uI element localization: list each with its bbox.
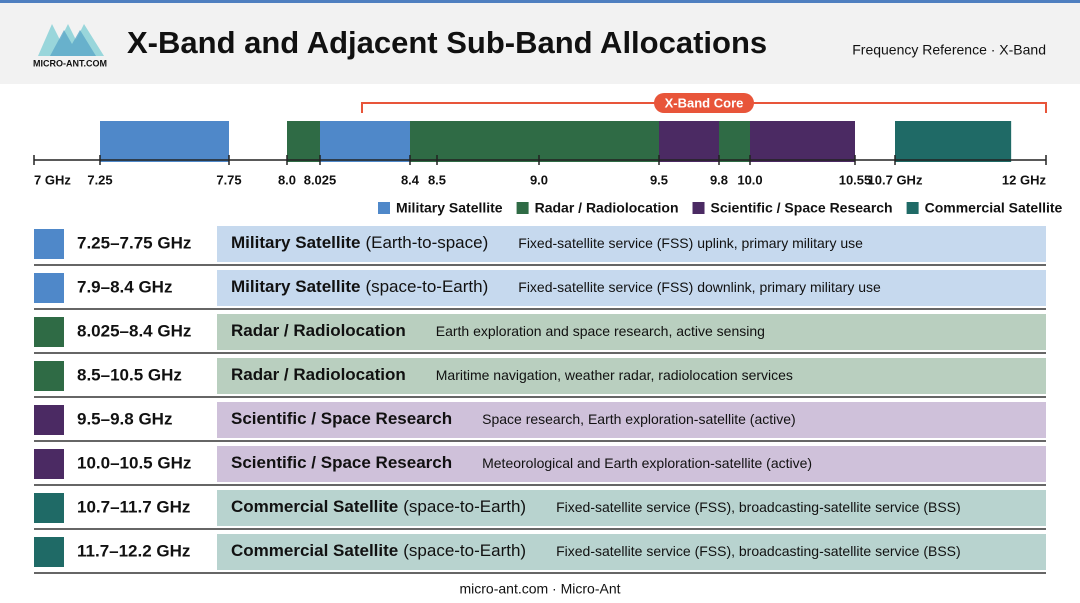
row-service: Radar / Radiolocation Maritime navigation… (231, 365, 793, 384)
legend-swatch (516, 202, 529, 214)
x-tick-label: 10.7 GHz (868, 172, 923, 187)
x-tick-label: 9.8 (710, 172, 728, 187)
row-service: Radar / Radiolocation Earth exploration a… (231, 321, 765, 340)
row-swatch (34, 273, 64, 303)
service-description: Earth exploration and space research, ac… (436, 323, 765, 339)
x-tick-label: 8.0 (278, 172, 296, 187)
row-swatch (34, 493, 64, 523)
service-direction: (space-to-Earth) (403, 541, 526, 560)
service-direction: (space-to-Earth) (365, 277, 488, 296)
row-bg (217, 402, 1046, 438)
row-range: 7.9–8.4 GHz (77, 277, 172, 296)
core-pill (654, 93, 754, 113)
x-tick-label: 10.55 (839, 172, 872, 187)
service-name: Scientific / Space Research (231, 453, 452, 472)
row-swatch (34, 449, 64, 479)
x-tick-label: 8.025 (304, 172, 337, 187)
subtitle: Frequency Reference · X-Band (852, 42, 1046, 58)
service-name: Radar / Radiolocation (231, 321, 406, 340)
x-tick-label: 7.75 (216, 172, 241, 187)
service-name: Commercial Satellite (231, 497, 398, 516)
row-bg (217, 446, 1046, 482)
row-range: 7.25–7.75 GHz (77, 233, 191, 252)
row-bg (217, 314, 1046, 350)
x-tick-label: 9.0 (530, 172, 548, 187)
row-range: 8.5–10.5 GHz (77, 365, 182, 384)
service-direction: (Earth-to-space) (365, 233, 488, 252)
x-tick-label: 10.0 (737, 172, 762, 187)
row-service: Military Satellite (space-to-Earth) Fixed-… (231, 277, 881, 296)
row-swatch (34, 361, 64, 391)
row-bg (217, 534, 1046, 570)
row-service: Commercial Satellite (space-to-Earth) Fixe… (231, 497, 961, 516)
x-tick-label: 7 GHz (34, 172, 71, 187)
row-swatch (34, 537, 64, 567)
row-swatch (34, 405, 64, 435)
service-description: Fixed-satellite service (FSS) uplink, pr… (518, 235, 863, 251)
x-tick-label: 8.4 (401, 172, 420, 187)
service-description: Meteorological and Earth exploration-sat… (482, 455, 812, 471)
service-name: Scientific / Space Research (231, 409, 452, 428)
band-bar (410, 121, 437, 162)
band-bar (895, 121, 1012, 162)
row-bg (217, 226, 1046, 262)
legend-swatch (378, 202, 390, 214)
service-name: Commercial Satellite (231, 541, 398, 560)
x-tick-label: 8.5 (428, 172, 446, 187)
row-range: 10.7–11.7 GHz (77, 497, 190, 516)
legend-label: Radar / Radiolocation (535, 200, 679, 216)
band-bar (100, 121, 229, 162)
service-name: Military Satellite (231, 233, 360, 252)
band-bar (659, 121, 719, 162)
row-range: 9.5–9.8 GHz (77, 409, 172, 428)
x-tick-label: 12 GHz (1002, 172, 1047, 187)
row-swatch (34, 229, 64, 259)
row-bg (217, 490, 1046, 526)
x-tick-label: 7.25 (87, 172, 112, 187)
top-strip (0, 0, 1080, 3)
legend-swatch (692, 202, 705, 214)
band-bar (719, 121, 750, 162)
logo (38, 24, 104, 56)
header-bg (0, 0, 1080, 84)
legend-label: Military Satellite (396, 200, 503, 216)
service-description: Fixed-satellite service (FSS), broadcast… (556, 499, 961, 515)
legend-label: Scientific / Space Research (711, 200, 893, 216)
service-description: Fixed-satellite service (FSS) downlink, … (518, 279, 881, 295)
core-label: X-Band Core (665, 95, 744, 110)
band-bar (750, 121, 855, 162)
row-range: 10.0–10.5 GHz (77, 453, 191, 472)
row-bg (217, 270, 1046, 306)
service-description: Fixed-satellite service (FSS), broadcast… (556, 543, 961, 559)
service-direction: (space-to-Earth) (403, 497, 526, 516)
band-bar (320, 121, 410, 162)
row-range: 11.7–12.2 GHz (77, 541, 190, 560)
legend-swatch (906, 202, 919, 214)
band-bar (437, 121, 659, 162)
row-service: Military Satellite (Earth-to-space) Fixed-… (231, 233, 863, 252)
service-description: Maritime navigation, weather radar, radi… (436, 367, 793, 383)
row-bg (217, 358, 1046, 394)
legend-label: Commercial Satellite (925, 200, 1063, 216)
service-description: Space research, Earth exploration-satell… (482, 411, 796, 427)
row-service: Commercial Satellite (space-to-Earth) Fixe… (231, 541, 961, 560)
service-name: Military Satellite (231, 277, 360, 296)
band-bar (287, 121, 320, 162)
row-swatch (34, 317, 64, 347)
logo-text: MICRO-ANT.COM (33, 58, 107, 68)
row-service: Scientific / Space Research Space researc… (231, 409, 796, 428)
service-name: Radar / Radiolocation (231, 365, 406, 384)
title: X-Band and Adjacent Sub-Band Allocations (127, 25, 767, 60)
footer: micro-ant.com · Micro-Ant (459, 581, 620, 597)
x-tick-label: 9.5 (650, 172, 668, 187)
row-service: Scientific / Space Research Meteorologica… (231, 453, 812, 472)
row-range: 8.025–8.4 GHz (77, 321, 191, 340)
